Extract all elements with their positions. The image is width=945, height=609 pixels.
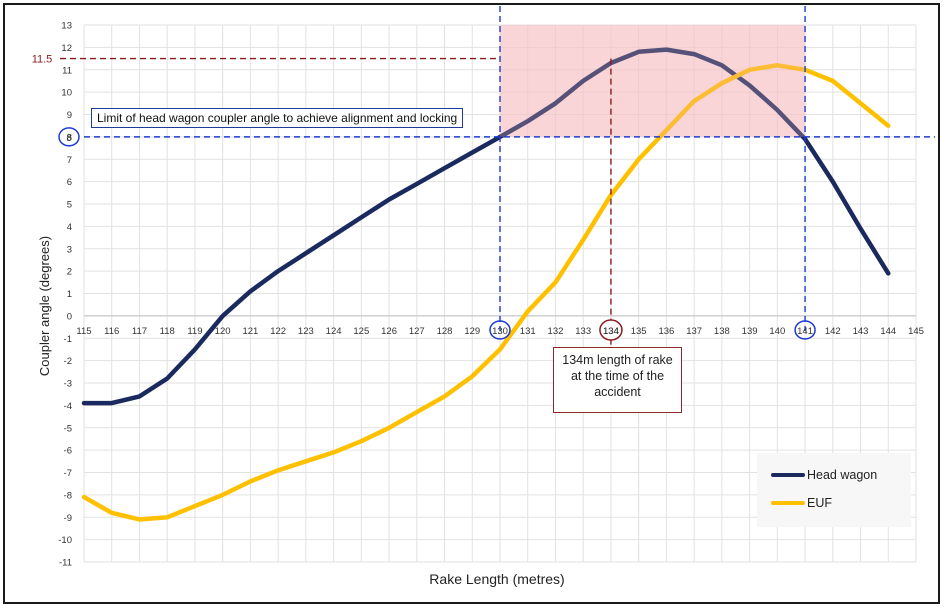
- x-tick-label: 117: [132, 326, 147, 337]
- series-lines: [81, 25, 891, 522]
- y-tick-label: 6: [67, 177, 72, 188]
- limit-annotation-label: Limit of head wagon coupler angle to ach…: [91, 108, 464, 128]
- x-tick-label: 143: [853, 326, 869, 337]
- legend-label-head-wagon: Head wagon: [807, 468, 878, 482]
- accident-tick-circle: [599, 319, 623, 341]
- x-tick-label: 127: [409, 326, 425, 337]
- x-tick-label: 133: [575, 326, 591, 337]
- x-tick-label: 131: [520, 326, 536, 337]
- y-tick-label: 8: [67, 132, 72, 143]
- x-tick-label: 126: [381, 326, 397, 337]
- y-tick-label: 3: [67, 244, 72, 255]
- x-tick-label: 121: [242, 326, 258, 337]
- x-tick-label: 138: [714, 326, 730, 337]
- x-tick-label: 140: [769, 326, 785, 337]
- y-axis-title: Coupler angle (degrees): [37, 236, 52, 376]
- legend-item-head-wagon: Head wagon: [771, 467, 877, 483]
- shaded-region: [500, 25, 806, 137]
- limit-circle: [58, 127, 80, 147]
- y-tick-label: 0: [67, 311, 72, 322]
- x-tick-label: 123: [298, 326, 314, 337]
- y-tick-label: -6: [64, 446, 72, 457]
- y-tick-label: -4: [64, 401, 72, 412]
- tick-highlight-circle: [794, 320, 816, 340]
- tick-highlight-circle: [489, 320, 511, 340]
- y-tick-label: 11: [62, 65, 72, 76]
- x-tick-label: 139: [742, 326, 758, 337]
- legend: Head wagon EUF: [757, 453, 911, 527]
- x-tick-label: 142: [825, 326, 841, 337]
- x-tick-label: 116: [104, 326, 119, 337]
- x-tick-label: 134: [603, 326, 619, 337]
- x-tick-label: 122: [270, 326, 286, 337]
- legend-label-euf: EUF: [807, 496, 832, 510]
- x-tick-label: 141: [797, 326, 813, 337]
- limit-circle-label: 8: [66, 133, 71, 144]
- legend-item-euf: EUF: [771, 495, 832, 511]
- danger-zone-overlay: [500, 25, 806, 137]
- y-tick-label: 7: [67, 155, 72, 166]
- x-tick-label: 118: [160, 326, 175, 337]
- limit-circle-bg: [56, 126, 82, 147]
- y-tick-label: 10: [61, 88, 72, 99]
- y-tick-label: 4: [67, 222, 72, 233]
- y-tick-label: -10: [58, 535, 72, 546]
- tick-labels: -11-10-9-8-7-6-5-4-3-2-10123456789101112…: [58, 21, 924, 569]
- legend-swatch-head-wagon: [771, 473, 805, 477]
- legend-swatch-euf: [771, 501, 805, 505]
- y-tick-label: 13: [61, 21, 72, 32]
- x-tick-label: 129: [464, 326, 480, 337]
- x-tick-label: 124: [326, 326, 342, 337]
- y-tick-label: -7: [64, 468, 72, 479]
- y-tick-label: -9: [64, 513, 72, 524]
- y-tick-label: -5: [64, 423, 72, 434]
- x-tick-label: 130: [492, 326, 508, 337]
- y-tick-label: 1: [67, 289, 72, 300]
- accident-tick-label: 134: [603, 326, 619, 337]
- y-tick-label: 12: [61, 43, 72, 54]
- x-tick-label: 137: [686, 326, 702, 337]
- x-axis-title: Rake Length (metres): [429, 571, 564, 587]
- x-tick-label: 125: [353, 326, 369, 337]
- x-tick-label: 115: [76, 326, 91, 337]
- y-tick-label: -2: [64, 356, 72, 367]
- series-line-head-wagon: [81, 47, 891, 406]
- danger-zone-shade: [500, 25, 806, 137]
- x-tick-label: 119: [187, 326, 202, 337]
- max-angle-label: 11.5: [32, 54, 53, 66]
- y-tick-label: 5: [67, 200, 72, 211]
- x-tick-label: 136: [658, 326, 674, 337]
- accident-callout: 134m length of rake at the time of the a…: [553, 347, 682, 413]
- x-tick-label: 135: [631, 326, 647, 337]
- series-line-euf: [81, 63, 891, 522]
- x-tick-label: 132: [548, 326, 564, 337]
- y-tick-label: -1: [64, 334, 72, 345]
- x-tick-label: 120: [215, 326, 231, 337]
- x-tick-label: 145: [908, 326, 924, 337]
- x-tick-label: 144: [880, 326, 896, 337]
- y-tick-label: 2: [67, 267, 72, 278]
- y-tick-label: 9: [67, 110, 72, 121]
- y-tick-label: -3: [64, 379, 72, 390]
- y-tick-label: -8: [64, 490, 72, 501]
- y-tick-label: -11: [59, 558, 72, 569]
- x-tick-label: 128: [437, 326, 453, 337]
